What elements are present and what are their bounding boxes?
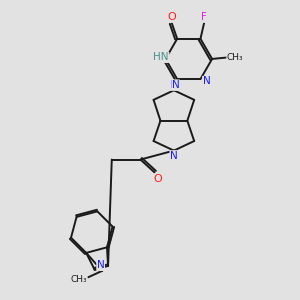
Text: CH₃: CH₃ — [70, 275, 87, 284]
Text: N: N — [170, 80, 178, 90]
Text: N: N — [202, 76, 210, 86]
Text: O: O — [167, 12, 176, 22]
Text: O: O — [153, 174, 162, 184]
Text: N: N — [97, 260, 104, 271]
Text: N: N — [172, 80, 180, 90]
Text: HN: HN — [153, 52, 169, 62]
Text: N: N — [170, 151, 178, 161]
Text: CH₃: CH₃ — [227, 53, 243, 62]
Text: F: F — [201, 12, 207, 22]
